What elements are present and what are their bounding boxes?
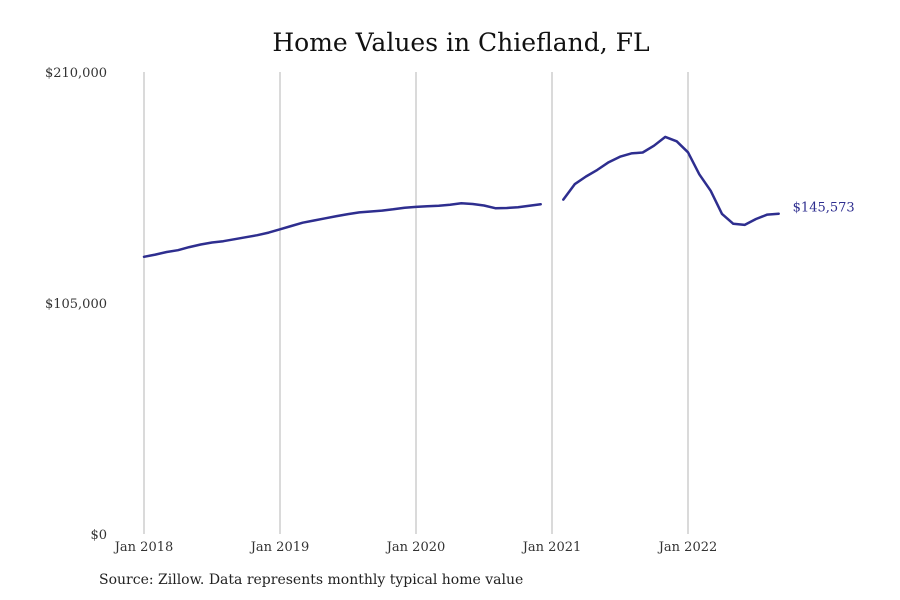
x-axis-tick-labels: Jan 2018 Jan 2019 Jan 2020 Jan 2021 Jan 2022 [113, 540, 718, 555]
y-tick-label: $105,000 [45, 297, 107, 312]
series-line-segment-2 [562, 135, 780, 227]
vertical-gridlines [143, 72, 689, 534]
x-tick-label: Jan 2022 [657, 540, 718, 555]
y-tick-label: $0 [90, 528, 107, 543]
x-tick-label: Jan 2018 [113, 540, 174, 555]
y-tick-label: $210,000 [45, 66, 107, 81]
home-value-series [142, 135, 780, 259]
x-tick-label: Jan 2021 [521, 540, 582, 555]
source-note: Source: Zillow. Data represents monthly … [99, 572, 524, 588]
chart-title: Home Values in Chiefland, FL [272, 28, 650, 57]
y-axis-tick-labels: $0 $105,000 $210,000 [45, 66, 107, 543]
x-tick-label: Jan 2019 [249, 540, 310, 555]
series-line-segment-1 [142, 202, 542, 259]
x-tick-label: Jan 2020 [385, 540, 446, 555]
last-value-label: $145,573 [793, 201, 855, 216]
